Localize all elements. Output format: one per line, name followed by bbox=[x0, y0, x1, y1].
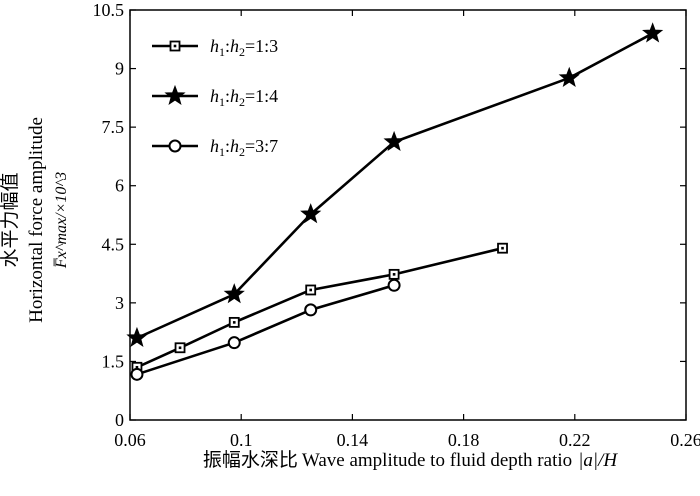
y-axis-label-en-group: Horizontal force amplitude bbox=[26, 117, 47, 323]
legend: h1:h2=1:3h1:h2=1:4h1:h2=3:7 bbox=[152, 36, 278, 159]
legend-b_sub: 2 bbox=[239, 145, 245, 159]
circle-marker bbox=[168, 139, 182, 153]
legend-colon: : bbox=[225, 136, 230, 156]
square-marker-dot bbox=[135, 365, 139, 369]
legend-b_sub: 2 bbox=[239, 95, 245, 109]
x-axis-label-en: Wave amplitude to fluid depth ratio bbox=[302, 450, 572, 471]
legend-item: h1:h2=3:7 bbox=[152, 136, 278, 159]
legend-a_sub: 1 bbox=[219, 95, 225, 109]
y-axis-label-symbol-group: F̅x^max/×10^3 bbox=[53, 172, 70, 269]
x-tick-label: 0.14 bbox=[337, 430, 369, 450]
legend-b_sub: 2 bbox=[239, 45, 245, 59]
legend-colon: : bbox=[225, 86, 230, 106]
square-marker-dot bbox=[392, 273, 396, 276]
y-axis-label-cn: 水平力幅值 bbox=[0, 172, 21, 267]
y-axis: 0 1.5 3 4.5 6 7.5 9 10.5 bbox=[93, 0, 686, 430]
legend-label: h1:h2=3:7 bbox=[210, 136, 278, 159]
x-axis-label: 振幅水深比 Wave amplitude to fluid depth ratio… bbox=[203, 449, 618, 471]
x-tick-label: 0.1 bbox=[230, 430, 253, 450]
y-axis-label: 水平力幅值 bbox=[0, 172, 21, 267]
y-tick-label: 1.5 bbox=[102, 351, 125, 371]
square-marker-dot bbox=[173, 44, 177, 48]
star-marker bbox=[126, 326, 148, 348]
square-marker-dot bbox=[501, 246, 504, 250]
square-marker-dot bbox=[178, 346, 182, 350]
legend-a: h bbox=[210, 36, 219, 56]
x-tick-label: 0.22 bbox=[559, 430, 591, 450]
circle-marker bbox=[304, 303, 318, 317]
legend-ratio: =3:7 bbox=[245, 136, 278, 156]
star-marker bbox=[558, 66, 580, 87]
legend-label: h1:h2=1:4 bbox=[210, 86, 278, 109]
x-axis-label-cn: 振幅水深比 bbox=[203, 449, 298, 471]
star-marker bbox=[164, 84, 186, 106]
legend-b: h bbox=[230, 36, 239, 56]
x-tick-label: 0.26 bbox=[670, 430, 700, 450]
square-marker-dot bbox=[309, 288, 312, 292]
legend-a_sub: 1 bbox=[219, 45, 225, 59]
x-tick-label: 0.06 bbox=[114, 430, 146, 450]
series-line bbox=[136, 246, 503, 369]
y-tick-label: 4.5 bbox=[102, 234, 125, 254]
legend-ratio: =1:3 bbox=[245, 36, 278, 56]
circle-marker bbox=[387, 278, 401, 292]
legend-a: h bbox=[210, 86, 219, 106]
star-marker bbox=[642, 22, 664, 43]
square-marker-dot bbox=[232, 321, 236, 324]
series-star bbox=[126, 22, 664, 348]
star-marker bbox=[300, 203, 322, 224]
x-axis: 0.06 0.1 0.14 0.18 0.22 0.26 bbox=[114, 10, 700, 450]
star-marker bbox=[383, 130, 405, 151]
series-layer bbox=[126, 22, 664, 381]
y-tick-label: 0 bbox=[115, 410, 124, 430]
star-marker bbox=[223, 283, 245, 304]
series-line bbox=[136, 32, 654, 340]
legend-a: h bbox=[210, 136, 219, 156]
legend-colon: : bbox=[225, 36, 230, 56]
y-axis-label-symbol: F̅x^max/×10^3 bbox=[53, 172, 70, 269]
y-tick-label: 7.5 bbox=[102, 117, 125, 137]
legend-b: h bbox=[230, 136, 239, 156]
series-circle bbox=[130, 278, 401, 381]
y-axis-label-en: Horizontal force amplitude bbox=[26, 117, 47, 323]
y-tick-label: 9 bbox=[115, 59, 124, 79]
series-line bbox=[136, 284, 395, 376]
circle-marker bbox=[227, 336, 241, 350]
plot-frame bbox=[129, 9, 687, 421]
legend-ratio: =1:4 bbox=[245, 86, 278, 106]
x-tick-label: 0.18 bbox=[448, 430, 480, 450]
y-tick-label: 3 bbox=[115, 293, 124, 313]
legend-label: h1:h2=1:3 bbox=[210, 36, 278, 59]
series-square bbox=[131, 242, 508, 373]
legend-b: h bbox=[230, 86, 239, 106]
circle-marker bbox=[130, 367, 144, 381]
y-tick-label: 10.5 bbox=[93, 0, 125, 20]
x-axis-label-symbol: |a|/H bbox=[578, 450, 618, 471]
y-tick-label: 6 bbox=[115, 176, 124, 196]
legend-item: h1:h2=1:3 bbox=[152, 36, 278, 59]
legend-item: h1:h2=1:4 bbox=[152, 84, 278, 109]
legend-a_sub: 1 bbox=[219, 145, 225, 159]
